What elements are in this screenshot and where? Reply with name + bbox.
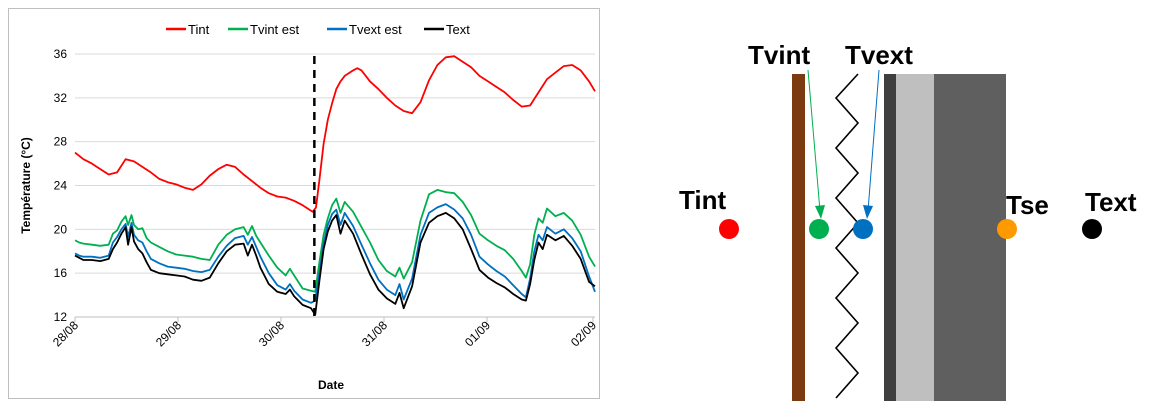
tvint-arrow-line bbox=[807, 69, 821, 212]
series-line-text bbox=[74, 211, 596, 316]
legend-label-tvint-est: Tvint est bbox=[250, 22, 300, 37]
x-axis-title: Date bbox=[318, 378, 344, 392]
tvint-label: Tvint bbox=[748, 40, 810, 70]
legend-label-tvext-est: Tvext est bbox=[349, 22, 402, 37]
insulation-zigzag bbox=[834, 73, 860, 399]
tvint-dot bbox=[809, 219, 829, 239]
thick-layer bbox=[934, 74, 1006, 401]
legend-label-text: Text bbox=[446, 22, 470, 37]
y-tick-label: 28 bbox=[54, 135, 68, 149]
tint-label: Tint bbox=[679, 185, 727, 215]
wall-diagram: Tint Tvint Tvext Tse Text bbox=[604, 0, 1153, 401]
dark-layer bbox=[884, 74, 896, 401]
tvext-label: Tvext bbox=[845, 40, 913, 70]
tvint-arrow-head bbox=[815, 205, 825, 219]
chart-panel: 12 16 20 24 28 32 36 28/08 29/08 30/08 31/08 01/09 0… bbox=[8, 8, 600, 399]
tse-dot bbox=[997, 219, 1017, 239]
tvext-arrow-line bbox=[867, 69, 880, 212]
y-axis-title: Température (°C) bbox=[19, 137, 33, 234]
legend-label-tint: Tint bbox=[188, 22, 210, 37]
y-tick-label: 24 bbox=[54, 179, 68, 193]
series-line-tint bbox=[74, 55, 596, 213]
x-tick-label: 29/08 bbox=[153, 318, 184, 349]
wall-diagram-svg: Tint Tvint Tvext Tse Text bbox=[679, 40, 1137, 401]
y-tick-label: 36 bbox=[54, 47, 68, 61]
y-tick-label: 32 bbox=[54, 91, 68, 105]
x-tick-label: 01/09 bbox=[462, 318, 493, 349]
x-tick-label: 02/09 bbox=[568, 318, 599, 349]
y-tick-label: 12 bbox=[54, 310, 68, 324]
series-line-tvint-est bbox=[74, 188, 596, 293]
tvext-arrow-head bbox=[863, 205, 873, 219]
tvext-dot bbox=[853, 219, 873, 239]
x-tick-label: 31/08 bbox=[359, 318, 390, 349]
text-dot bbox=[1082, 219, 1102, 239]
wood-layer bbox=[792, 74, 805, 401]
x-tick-label: 30/08 bbox=[256, 318, 287, 349]
tse-label: Tse bbox=[1006, 190, 1049, 220]
tint-dot bbox=[719, 219, 739, 239]
text-label: Text bbox=[1085, 187, 1137, 217]
y-tick-label: 20 bbox=[54, 222, 68, 236]
series-line-tvext-est bbox=[74, 203, 596, 304]
light-layer bbox=[896, 74, 934, 401]
chart-frame bbox=[8, 8, 600, 399]
y-tick-label: 16 bbox=[54, 266, 68, 280]
